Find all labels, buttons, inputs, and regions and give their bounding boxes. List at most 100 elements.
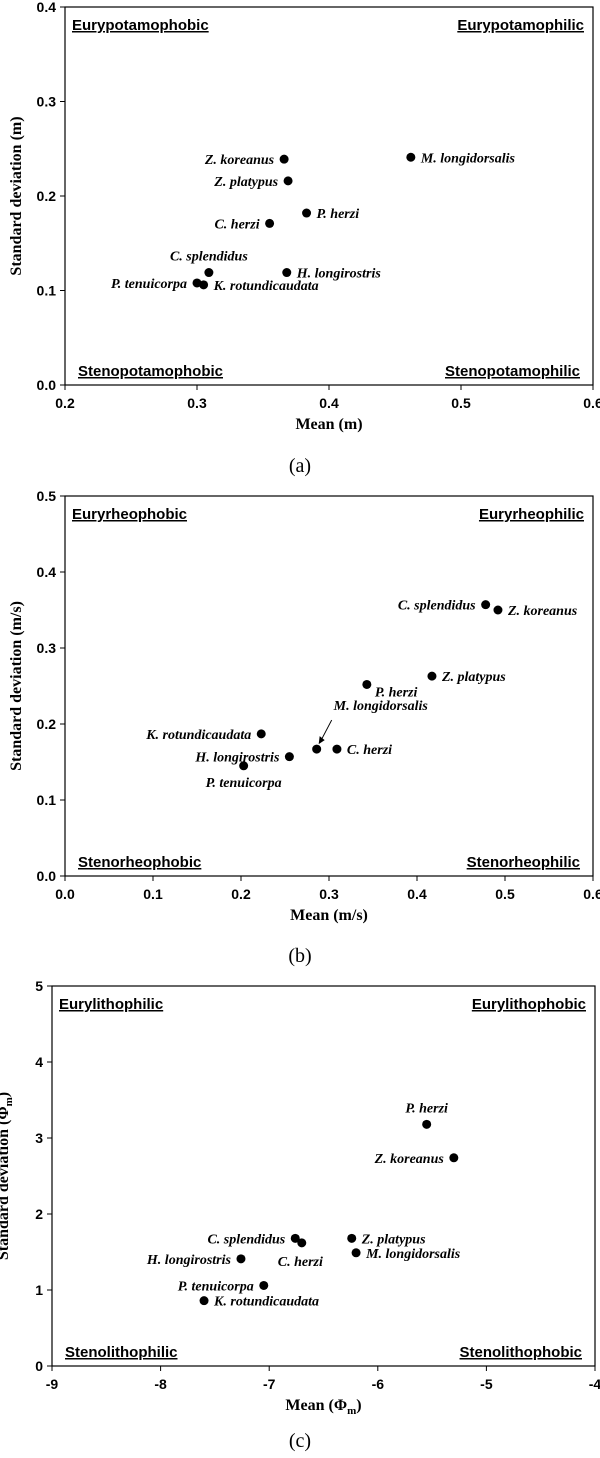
x-tick-label: 0.6 [583,886,600,902]
data-point [362,679,372,689]
data-point [312,744,322,754]
x-tick-label: -9 [46,1376,59,1392]
point-label: P. tenuicorpa [178,1279,254,1294]
x-tick-label: 0.0 [55,886,75,902]
plot-area [64,6,594,386]
point-label: P. tenuicorpa [111,277,187,292]
data-point [493,605,503,615]
data-point [290,1233,300,1243]
y-tick-label: 2 [35,1206,43,1222]
data-point [422,1119,432,1129]
data-point [427,671,437,681]
data-point [236,1254,246,1264]
label-leader-line [320,719,333,742]
point-label: C. herzi [347,743,392,758]
quadrant-label-bottom-left: Stenopotamophobic [78,363,223,380]
quadrant-label-top-right: Euryrheophilic [479,506,584,523]
y-tick-label: 0.4 [37,0,57,15]
point-label: P. herzi [317,207,360,222]
y-axis-title: Standard deviation (m) [8,116,25,275]
x-tick-label: 0.2 [231,886,251,902]
x-tick-label: 0.3 [319,886,339,902]
y-tick-label: 0.0 [37,377,57,393]
quadrant-label-top-right: Eurypotamophilic [457,17,584,34]
point-label: M. longidorsalis [420,151,516,166]
x-tick-label: 0.4 [407,886,427,902]
chart-panel-2: 0.0 0.1 0.2 0.3 0.4 0.5 0.6 0.0 0.1 0.2 0.3 0.4 0.5 M… [8,488,600,967]
data-point [332,744,342,754]
y-tick-label: 0.1 [37,792,57,808]
point-label: P. herzi [405,1101,448,1116]
point-label: C. splendidus [398,599,476,614]
plot-area [64,495,594,877]
x-axis-title: Mean (Φm) [285,1397,361,1417]
data-point [279,154,289,164]
point-label: C. splendidus [207,1232,285,1247]
y-tick-label: 0.5 [37,488,57,504]
plot-area [51,985,596,1367]
y-tick-label: 0.1 [37,283,57,299]
panel-caption: (b) [288,945,311,967]
quadrant-label-bottom-right: Stenorheophilic [467,854,580,871]
x-tick-label: 0.5 [451,395,471,411]
quadrant-label-bottom-right: Stenopotamophilic [445,363,580,380]
point-label: K. rotundicaudata [213,279,319,294]
y-tick-label: 3 [35,1130,43,1146]
data-point [297,1238,307,1248]
panel-caption: (a) [289,455,311,477]
data-point [199,280,209,290]
quadrant-label-bottom-right: Stenolithophobic [460,1344,582,1361]
x-axis-title: Mean (m/s) [290,907,368,924]
chart-panel-3: -9 -8 -7 -6 -5 -4 0 1 2 3 4 5 Mean (Φm) Standard devi… [0,978,600,1452]
data-point [406,152,416,162]
y-tick-label: 0.2 [37,716,57,732]
data-point [481,600,491,610]
x-tick-label: 0.1 [143,886,163,902]
chart-panel-1: 0.2 0.3 0.4 0.5 0.6 0.0 0.1 0.2 0.3 0.4 Mean (m) St… [8,0,600,477]
data-point [302,208,312,218]
y-tick-label: 5 [35,978,43,994]
point-label: K. rotundicaudata [145,728,251,743]
quadrant-label-top-left: Euryrheophobic [72,506,187,523]
y-tick-label: 0 [35,1358,43,1374]
point-label: H. longirostris [194,751,280,766]
y-tick-label: 1 [35,1282,43,1298]
point-label: Z. koreanus [507,604,578,619]
y-tick-label: 0.2 [37,188,57,204]
x-tick-label: 0.5 [495,886,515,902]
y-tick-label: 0.4 [37,564,57,580]
data-point [347,1233,357,1243]
y-tick-label: 0.0 [37,868,57,884]
quadrant-label-top-right: Eurylithophobic [472,996,586,1013]
quadrant-label-top-left: Eurypotamophobic [72,17,209,34]
point-label: C. herzi [278,1255,323,1270]
point-label: C. herzi [214,217,259,232]
x-axis-title: Mean (m) [295,416,362,433]
data-point [283,176,293,186]
x-tick-label: 0.3 [187,395,207,411]
point-label: H. longirostris [146,1253,232,1268]
y-axis-title: Standard deviation (m/s) [8,601,25,771]
point-label: Z. platypus [361,1232,426,1247]
point-label: Z. koreanus [204,153,275,168]
arrow-head-icon [318,736,325,745]
data-point [256,729,266,739]
x-tick-label: 0.6 [583,395,600,411]
x-tick-label: -4 [589,1376,600,1392]
data-point [204,268,214,278]
data-point [259,1280,269,1290]
point-label: M. longidorsalis [365,1247,461,1262]
point-label: P. tenuicorpa [206,776,282,791]
data-point [239,761,249,771]
data-point [265,218,275,228]
quadrant-label-bottom-left: Stenolithophilic [65,1344,178,1361]
point-label: Z. koreanus [374,1152,445,1167]
y-tick-label: 0.3 [37,640,57,656]
data-point [282,268,292,278]
x-tick-label: 0.4 [319,395,339,411]
x-tick-label: -6 [372,1376,385,1392]
point-label: Z. platypus [441,670,506,685]
x-tick-label: -5 [480,1376,493,1392]
data-point [351,1248,361,1258]
